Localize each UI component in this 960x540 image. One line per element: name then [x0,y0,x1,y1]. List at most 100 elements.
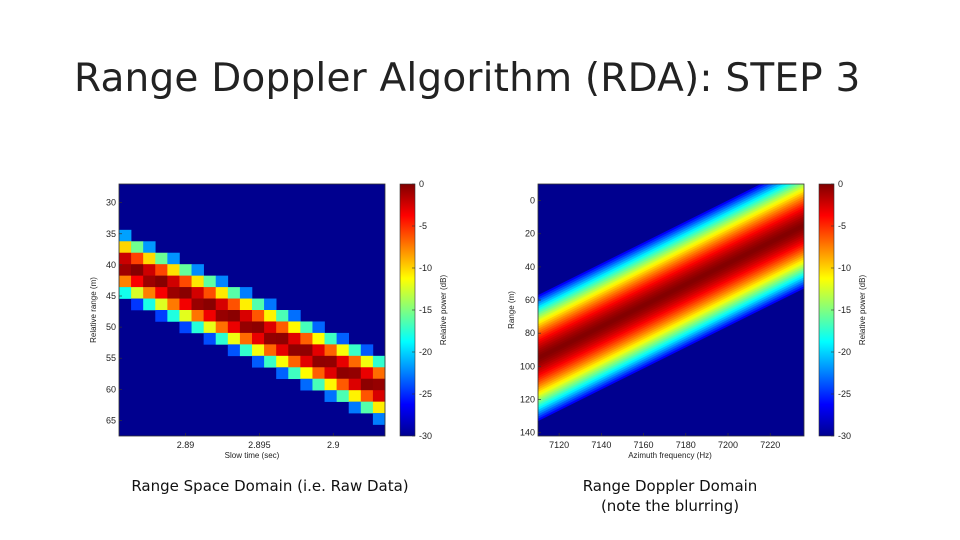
heatmap-cell [239,310,253,322]
colorbar-ticks: 0 -5 -10 -15 -20 -25 -30 [412,179,432,441]
y-tick-label: 120 [520,395,535,405]
heatmap-cell [276,321,289,334]
heatmap-cell [119,264,132,276]
heatmap-cell [312,344,325,357]
heatmap-cell [143,252,156,265]
colorbar-tick-label: -25 [419,389,432,399]
heatmap-cell [336,378,350,391]
heatmap-cell [288,332,301,345]
heatmap-cell [155,275,168,288]
x-tick-label: 2.89 [177,440,195,450]
heatmap-cell [203,275,217,288]
right-colorbar: 0 -5 -10 -15 -20 -25 -30 Relative power (dB) [818,179,867,441]
heatmap-cell [167,252,180,265]
heatmap-cell [143,275,156,288]
heatmap-cell [300,355,313,368]
y-tick-label: 40 [525,262,535,272]
x-tick-label: 7200 [718,440,738,450]
heatmap-cell [203,287,217,299]
heatmap-cell [336,367,350,380]
heatmap-cell [215,298,229,311]
heatmap-cell [215,275,229,288]
heatmap-cell [167,264,180,276]
heatmap-cell [336,355,350,368]
heatmap-cell [288,321,301,334]
heatmap-cell [324,367,337,380]
heatmap-cell [179,298,192,311]
heatmap-cell [155,252,168,265]
y-tick-label: 55 [106,353,116,363]
heatmap-cell [215,321,229,334]
heatmap-band-level [538,223,804,361]
heatmap-cell [372,355,386,368]
heatmap-cell [131,252,144,265]
heatmap-cell [215,332,229,345]
heatmap-cell [264,355,277,368]
heatmap-cell [167,275,180,288]
heatmap-cell [324,355,337,368]
heatmap-cell [252,298,265,311]
heatmap-cell [167,298,180,311]
heatmap-cell [119,275,132,288]
heatmap-cell [324,390,337,402]
heatmap-cell [227,287,241,299]
heatmap-cell [300,367,313,380]
colorbar-tick-label: -15 [419,305,432,315]
caption-right-line2: (note the blurring) [600,497,740,515]
heatmap-cell [276,355,289,368]
colorbar-tick-label: -30 [419,431,432,441]
heatmap-cell [131,264,144,276]
heatmap-cell [276,367,289,380]
heatmap-cell [191,310,204,322]
y-axis-ticks: 0 20 40 60 80 100 120 140 [520,196,541,438]
heatmap-cell [312,367,325,380]
heatmap-cell [119,241,132,254]
y-tick-label: 80 [525,328,535,338]
y-tick-label: 50 [106,322,116,332]
x-tick-label: 7120 [549,440,569,450]
heatmap-cell [372,378,386,391]
colorbar-tick-label: -25 [838,389,851,399]
heatmap-cell [131,298,144,311]
heatmap-cell [227,321,241,334]
heatmap-cell [179,321,192,334]
heatmap-cell [167,287,180,299]
heatmap-cell [348,390,362,402]
colorbar-tick-label: -20 [838,347,851,357]
colorbar-tick-label: 0 [838,179,843,189]
x-tick-label: 7160 [634,440,654,450]
heatmap-cell [155,310,168,322]
heatmap-cell [288,344,301,357]
heatmap-cell [227,310,241,322]
raw-data-heatmap: 2.89 2.895 2.9 30 35 40 45 50 55 60 65 Slow time … [89,183,386,460]
heatmap-cell [276,332,289,345]
heatmap-cell [372,413,386,425]
caption-left: Range Space Domain (i.e. Raw Data) [131,477,409,495]
colorbar-tick-label: -5 [419,221,427,231]
heatmap-cell [360,401,374,414]
heatmap-cell [252,321,265,334]
heatmap-cell [143,298,156,311]
heatmap-cell [336,390,350,402]
heatmap-cell [227,344,241,357]
heatmap-cell [324,344,337,357]
heatmap-cell [360,355,374,368]
heatmap-cell [191,298,204,311]
x-tick-label: 7180 [676,440,696,450]
heatmap-cells [119,229,386,425]
y-tick-label: 0 [530,196,535,206]
colorbar-tick-label: -30 [838,431,851,441]
heatmap-cell [203,310,217,322]
colorbar-tick-label: -10 [419,263,432,273]
heatmap-cell [264,332,277,345]
heatmap-cell [215,287,229,299]
heatmap-cell [191,287,204,299]
y-axis-ticks: 30 35 40 45 50 55 60 65 [106,198,122,425]
heatmap-cell [155,298,168,311]
x-tick-label: 2.895 [248,440,271,450]
heatmap-cell [179,287,192,299]
heatmap-cell [372,401,386,414]
y-tick-label: 65 [106,415,116,425]
x-tick-label: 7140 [591,440,611,450]
